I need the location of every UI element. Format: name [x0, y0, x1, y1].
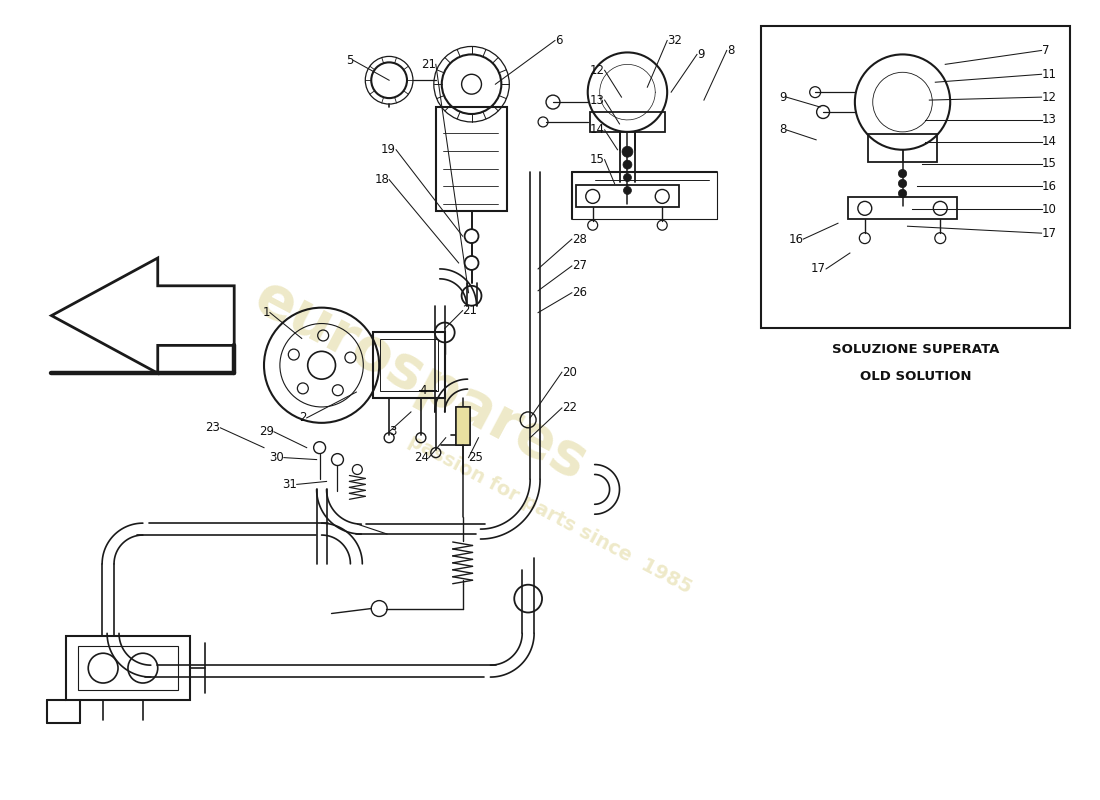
Text: 16: 16: [789, 233, 803, 246]
Text: 18: 18: [374, 173, 389, 186]
Bar: [436, 107, 507, 211]
Text: 8: 8: [779, 123, 786, 136]
Text: 31: 31: [282, 478, 297, 491]
Circle shape: [623, 160, 631, 169]
Text: 22: 22: [562, 402, 576, 414]
Text: 5: 5: [346, 54, 353, 67]
Text: 2: 2: [299, 411, 307, 424]
Text: passion for parts since  1985: passion for parts since 1985: [405, 431, 695, 598]
Text: 7: 7: [1042, 44, 1049, 57]
Text: 9: 9: [779, 90, 786, 104]
Bar: [868, 134, 937, 162]
Text: eurospares: eurospares: [244, 268, 597, 492]
Text: 16: 16: [1042, 180, 1057, 193]
Bar: [373, 333, 444, 398]
Text: 21: 21: [421, 58, 436, 71]
Text: 19: 19: [381, 143, 396, 156]
Circle shape: [621, 146, 632, 157]
Text: 29: 29: [258, 426, 274, 438]
Text: 17: 17: [811, 262, 826, 275]
Text: 26: 26: [572, 286, 586, 299]
Text: 28: 28: [572, 233, 586, 246]
Text: 6: 6: [556, 34, 562, 47]
Circle shape: [899, 170, 906, 178]
Text: 15: 15: [1042, 157, 1056, 170]
Text: 14: 14: [1042, 135, 1057, 148]
Bar: [590, 112, 666, 132]
Text: 12: 12: [1042, 90, 1057, 104]
Text: 3: 3: [389, 426, 396, 438]
Text: 27: 27: [572, 259, 586, 273]
Text: 13: 13: [1042, 114, 1056, 126]
Bar: [848, 198, 957, 219]
Circle shape: [624, 174, 631, 182]
Bar: [575, 186, 679, 207]
Bar: [381, 339, 438, 391]
Bar: [455, 407, 470, 445]
Bar: [78, 646, 177, 690]
Text: 24: 24: [414, 451, 429, 464]
Bar: [760, 26, 1070, 329]
Text: 13: 13: [590, 94, 605, 106]
Text: SOLUZIONE SUPERATA: SOLUZIONE SUPERATA: [832, 343, 999, 356]
Text: 17: 17: [1042, 226, 1057, 240]
Bar: [66, 636, 189, 700]
Text: 14: 14: [590, 123, 605, 136]
Text: 9: 9: [697, 48, 704, 61]
Text: 11: 11: [1042, 68, 1057, 81]
Text: 30: 30: [270, 451, 284, 464]
Text: 25: 25: [469, 451, 483, 464]
Text: 15: 15: [590, 153, 605, 166]
Text: 23: 23: [206, 422, 220, 434]
Text: 21: 21: [463, 304, 477, 317]
Text: 12: 12: [590, 64, 605, 77]
Text: 32: 32: [668, 34, 682, 47]
Bar: [455, 407, 470, 445]
Text: 1: 1: [263, 306, 270, 319]
Circle shape: [899, 190, 906, 198]
Circle shape: [624, 186, 631, 194]
Text: 20: 20: [562, 366, 576, 378]
Text: 10: 10: [1042, 203, 1056, 216]
Text: 4: 4: [419, 383, 427, 397]
Text: 8: 8: [727, 44, 734, 57]
Text: OLD SOLUTION: OLD SOLUTION: [860, 370, 971, 383]
Circle shape: [899, 179, 906, 188]
